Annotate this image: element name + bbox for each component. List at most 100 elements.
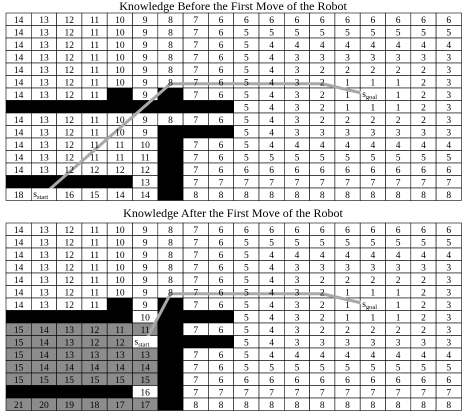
cell-value: 7 (193, 179, 198, 189)
cell-value: 4 (269, 116, 274, 126)
blocked-cell (157, 397, 184, 411)
cell-value: 2 (345, 66, 350, 76)
cell-value: 3 (295, 339, 300, 349)
cell-value: 11 (141, 326, 150, 336)
cell-value: 2 (370, 116, 375, 126)
cell-value: 4 (396, 251, 401, 261)
cell-value: 1 (370, 314, 375, 324)
cell-value: 4 (396, 41, 401, 51)
cell-value: 14 (14, 166, 24, 176)
cell-value: 2 (396, 326, 401, 336)
cell-value: 9 (143, 301, 148, 311)
cell-value: 9 (143, 29, 148, 39)
cell-value: 5 (446, 29, 451, 39)
cell-value: 5 (269, 239, 274, 249)
cell-value: 1 (345, 79, 350, 89)
cell-value: 3 (370, 129, 375, 139)
cell-value: 2 (421, 314, 426, 324)
cell-value: 4 (370, 351, 375, 361)
cell-value: 4 (320, 351, 325, 361)
cell-value: 11 (115, 326, 124, 336)
cell-value: 12 (90, 166, 100, 176)
blocked-cell (56, 385, 83, 399)
cell-value: 4 (269, 104, 274, 114)
cell-value: 8 (168, 289, 173, 299)
blocked-cell (208, 100, 234, 114)
cell-value: 6 (219, 154, 224, 164)
cell-value: 7 (193, 351, 198, 361)
blocked-cell (157, 385, 184, 399)
cell-value: 6 (269, 16, 274, 26)
blocked-cell (5, 175, 32, 189)
cell-value: 8 (345, 401, 350, 411)
cell-value: 14 (14, 154, 24, 164)
cell-value: 19 (65, 401, 75, 411)
cell-value: 5 (295, 239, 300, 249)
cell-value: 3 (446, 314, 451, 324)
cell-value: 6 (421, 376, 426, 386)
cell-value: 3 (370, 54, 375, 64)
cell-value: 8 (168, 79, 173, 89)
cell-value: 6 (320, 376, 325, 386)
cell-value: 4 (421, 141, 426, 151)
cell-value: 5 (244, 129, 249, 139)
cell-value: 2 (320, 116, 325, 126)
cell-value: 10 (140, 141, 150, 151)
cell-value: 9 (143, 79, 148, 89)
cell-value: 7 (219, 179, 224, 189)
cell-value: 4 (345, 141, 350, 151)
cell-value: 5 (244, 264, 249, 274)
cell-value: 6 (370, 226, 375, 236)
cell-value: 6 (396, 166, 401, 176)
cell-value: 13 (90, 351, 100, 361)
cell-value: 2 (345, 276, 350, 286)
cell-value: 3 (345, 264, 350, 274)
cell-value: 2 (421, 91, 426, 101)
cell-value: 14 (14, 289, 24, 299)
cell-value: 3 (370, 264, 375, 274)
cell-value: 3 (345, 54, 350, 64)
cell-value: 5 (320, 239, 325, 249)
cell-value: 10 (115, 79, 125, 89)
cell-value: 9 (143, 91, 148, 101)
cell-value: 8 (168, 251, 173, 261)
cell-value: 6 (219, 226, 224, 236)
cell-value: 14 (14, 116, 24, 126)
blocked-cell (157, 175, 184, 189)
cell-value: 3 (421, 129, 426, 139)
cell-value: 6 (219, 276, 224, 286)
cell-value: 13 (39, 79, 49, 89)
cell-value: 3 (396, 54, 401, 64)
cell-value: 5 (320, 29, 325, 39)
cell-value: 20 (39, 401, 49, 411)
grid-cell (435, 187, 462, 201)
blocked-cell (157, 162, 184, 176)
cell-value: 5 (244, 326, 249, 336)
cell-value: 11 (90, 41, 99, 51)
cell-value: 11 (90, 141, 99, 151)
cell-value: 18 (14, 191, 24, 201)
cell-value: 3 (320, 264, 325, 274)
cell-value: 5 (345, 154, 350, 164)
cell-value: 13 (140, 351, 150, 361)
cell-value: 4 (370, 141, 375, 151)
cell-value: 3 (295, 301, 300, 311)
cell-value: 11 (115, 141, 124, 151)
cell-value: 5 (370, 364, 375, 374)
goal-cell (360, 298, 385, 310)
cell-value: 14 (14, 66, 24, 76)
cell-value: 13 (39, 54, 49, 64)
cell-value: 7 (370, 179, 375, 189)
cell-value: 8 (269, 191, 274, 201)
cell-value: 8 (421, 401, 426, 411)
cell-value: 5 (244, 289, 249, 299)
grid-after: 14 13 12 11 10 9 8 7 6 6 6 6 6 6 6 6 6 614 13 12 11 10 9 8 7 6 5 5 5… (5, 222, 462, 411)
cell-value: 4 (295, 141, 300, 151)
cell-value: 6 (446, 166, 451, 176)
cell-value: 3 (446, 326, 451, 336)
cell-value: 3 (421, 339, 426, 349)
cell-value: 2 (320, 104, 325, 114)
cell-value: 11 (90, 239, 99, 249)
cell-value: 2 (421, 116, 426, 126)
cell-value: 3 (446, 289, 451, 299)
